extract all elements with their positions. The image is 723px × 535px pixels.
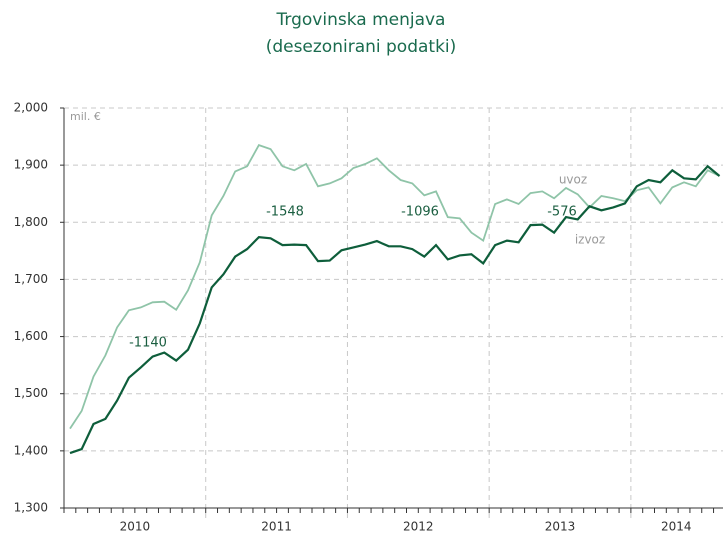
- chart-title: Trgovinska menjava: [276, 10, 446, 30]
- year-label: 2011: [261, 520, 292, 534]
- y-unit: mil. €: [70, 110, 101, 123]
- y-tick-label: 1,300: [14, 501, 48, 515]
- year-label: 2014: [661, 520, 692, 534]
- annotation: -576: [547, 205, 577, 220]
- y-tick-label: 1,400: [14, 443, 48, 457]
- y-tick-label: 1,600: [14, 329, 48, 343]
- series-line: [69, 164, 721, 455]
- chart-subtitle: (desezonirani podatki): [266, 37, 457, 57]
- series-label: izvoz: [575, 233, 605, 247]
- y-tick-label: 2,000: [14, 101, 48, 115]
- year-label: 2010: [120, 520, 151, 534]
- annotation: -1096: [401, 205, 439, 220]
- annotation: -1140: [129, 336, 167, 351]
- y-tick-label: 1,500: [14, 386, 48, 400]
- y-tick-label: 1,700: [14, 272, 48, 286]
- series-label: uvoz: [559, 173, 587, 187]
- annotation: -1548: [266, 205, 304, 220]
- series-line: [69, 144, 720, 430]
- y-tick-label: 1,900: [14, 158, 48, 172]
- y-tick-label: 1,800: [14, 215, 48, 229]
- year-label: 2012: [403, 520, 434, 534]
- year-label: 2013: [545, 520, 576, 534]
